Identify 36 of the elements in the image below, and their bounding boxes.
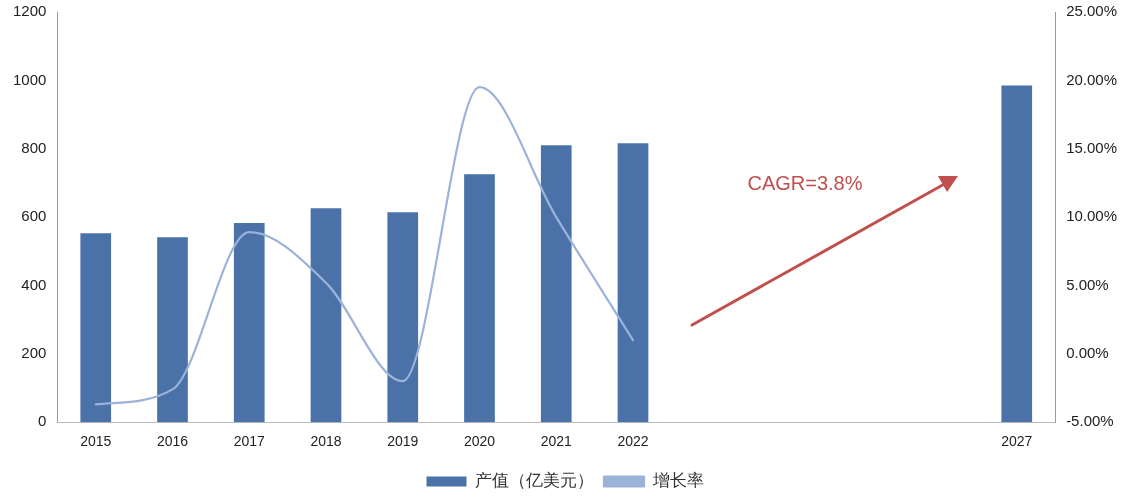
annotation: CAGR=3.8% [747,171,863,194]
y-tick-label: 800 [21,138,47,156]
y-tick-label: 0 [38,412,47,430]
bar [310,208,342,423]
y2-tick-label: 25.00% [1066,2,1117,20]
y2-tick-label: 20.00% [1066,70,1117,88]
bar [80,233,112,423]
x-tick-label: 2018 [310,433,342,450]
x-tick-label: 2022 [617,433,649,450]
bar [1001,85,1033,423]
x-tick-label: 2021 [540,433,573,450]
y2-tick-label: 5.00% [1066,275,1109,293]
y-tick-label: 400 [21,275,47,293]
y-tick-label: 600 [21,207,47,225]
x-tick-label: 2027 [1001,433,1033,450]
bar [157,237,188,423]
legend-label: 产值（亿美元） [475,471,594,491]
y2-tick-label: -5.00% [1066,412,1114,430]
bar [540,145,572,423]
legend-label: 增长率 [651,471,704,491]
y2-tick-label: 15.00% [1066,138,1117,156]
x-tick-label: 2017 [233,433,266,450]
bar [617,143,649,423]
y-tick-label: 200 [21,343,47,361]
bar [233,222,265,423]
y-tick-label: 1200 [12,2,47,20]
x-tick-label: 2019 [387,433,419,450]
line-series [94,86,635,406]
x-tick-label: 2016 [156,433,189,450]
x-tick-label: 2020 [463,433,496,450]
bar [387,212,419,423]
y2-tick-label: 0.00% [1066,343,1109,361]
y-tick-label: 1000 [12,70,47,88]
y2-tick-label: 10.00% [1066,207,1117,225]
bar [464,174,495,423]
x-tick-label: 2015 [80,433,112,450]
